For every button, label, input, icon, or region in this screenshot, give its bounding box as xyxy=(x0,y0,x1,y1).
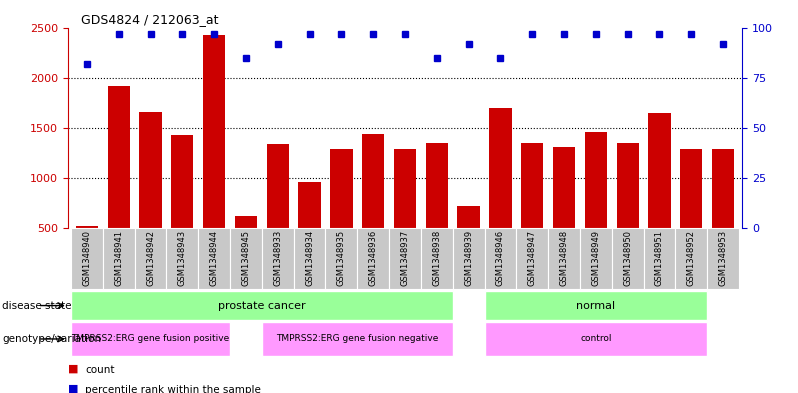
Bar xyxy=(484,322,707,356)
Bar xyxy=(140,112,162,278)
Bar xyxy=(612,228,643,289)
Text: GSM1348934: GSM1348934 xyxy=(305,230,314,286)
Bar xyxy=(326,228,358,289)
Bar xyxy=(394,149,416,278)
Bar xyxy=(71,291,452,320)
Bar xyxy=(425,143,448,278)
Bar xyxy=(389,228,421,289)
Text: GSM1348937: GSM1348937 xyxy=(401,230,409,286)
Text: GDS4824 / 212063_at: GDS4824 / 212063_at xyxy=(81,13,219,26)
Bar xyxy=(675,228,707,289)
Bar xyxy=(553,147,575,278)
Bar xyxy=(452,228,484,289)
Text: GSM1348950: GSM1348950 xyxy=(623,230,632,286)
Text: ■: ■ xyxy=(68,383,78,393)
Text: GSM1348941: GSM1348941 xyxy=(114,230,123,286)
Text: percentile rank within the sample: percentile rank within the sample xyxy=(85,385,261,393)
Bar xyxy=(516,228,548,289)
Bar xyxy=(707,228,739,289)
Bar xyxy=(135,228,167,289)
Bar xyxy=(521,143,543,278)
Text: control: control xyxy=(580,334,611,343)
Bar xyxy=(76,226,98,278)
Bar xyxy=(108,86,130,278)
Bar xyxy=(484,228,516,289)
Bar xyxy=(580,228,612,289)
Bar xyxy=(643,228,675,289)
Text: count: count xyxy=(85,365,115,375)
Bar xyxy=(172,135,193,278)
Bar xyxy=(167,228,198,289)
Text: GSM1348936: GSM1348936 xyxy=(369,230,377,286)
Bar xyxy=(103,228,135,289)
Bar xyxy=(484,291,707,320)
Bar xyxy=(712,149,734,278)
Text: GSM1348945: GSM1348945 xyxy=(242,230,251,286)
Text: GSM1348933: GSM1348933 xyxy=(273,230,282,286)
Text: prostate cancer: prostate cancer xyxy=(218,301,306,310)
Bar xyxy=(457,206,480,278)
Text: ■: ■ xyxy=(68,364,78,373)
Bar xyxy=(648,113,670,278)
Text: GSM1348953: GSM1348953 xyxy=(718,230,728,286)
Bar xyxy=(617,143,638,278)
Bar xyxy=(267,144,289,278)
Text: disease state: disease state xyxy=(2,301,72,310)
Bar xyxy=(294,228,326,289)
Bar xyxy=(330,149,353,278)
Text: GSM1348942: GSM1348942 xyxy=(146,230,155,286)
Bar xyxy=(358,228,389,289)
Text: GSM1348935: GSM1348935 xyxy=(337,230,346,286)
Bar xyxy=(230,228,262,289)
Text: GSM1348943: GSM1348943 xyxy=(178,230,187,286)
Text: GSM1348948: GSM1348948 xyxy=(559,230,568,286)
Bar xyxy=(198,228,230,289)
Bar xyxy=(71,228,103,289)
Bar xyxy=(489,108,512,278)
Bar xyxy=(235,216,257,278)
Text: TMPRSS2:ERG gene fusion negative: TMPRSS2:ERG gene fusion negative xyxy=(276,334,438,343)
Bar xyxy=(262,322,452,356)
Bar xyxy=(585,132,607,278)
Text: GSM1348938: GSM1348938 xyxy=(433,230,441,286)
Text: GSM1348944: GSM1348944 xyxy=(210,230,219,286)
Text: GSM1348952: GSM1348952 xyxy=(687,230,696,286)
Text: GSM1348947: GSM1348947 xyxy=(527,230,537,286)
Bar xyxy=(298,182,321,278)
Text: GSM1348939: GSM1348939 xyxy=(464,230,473,286)
Bar xyxy=(71,322,230,356)
Text: GSM1348949: GSM1348949 xyxy=(591,230,600,286)
Bar xyxy=(203,35,225,278)
Bar xyxy=(680,149,702,278)
Text: GSM1348951: GSM1348951 xyxy=(655,230,664,286)
Text: TMPRSS2:ERG gene fusion positive: TMPRSS2:ERG gene fusion positive xyxy=(71,334,230,343)
Bar xyxy=(362,134,385,278)
Bar xyxy=(548,228,580,289)
Text: normal: normal xyxy=(576,301,615,310)
Bar xyxy=(421,228,452,289)
Text: genotype/variation: genotype/variation xyxy=(2,334,101,344)
Text: GSM1348946: GSM1348946 xyxy=(496,230,505,286)
Bar xyxy=(262,228,294,289)
Text: GSM1348940: GSM1348940 xyxy=(82,230,92,286)
